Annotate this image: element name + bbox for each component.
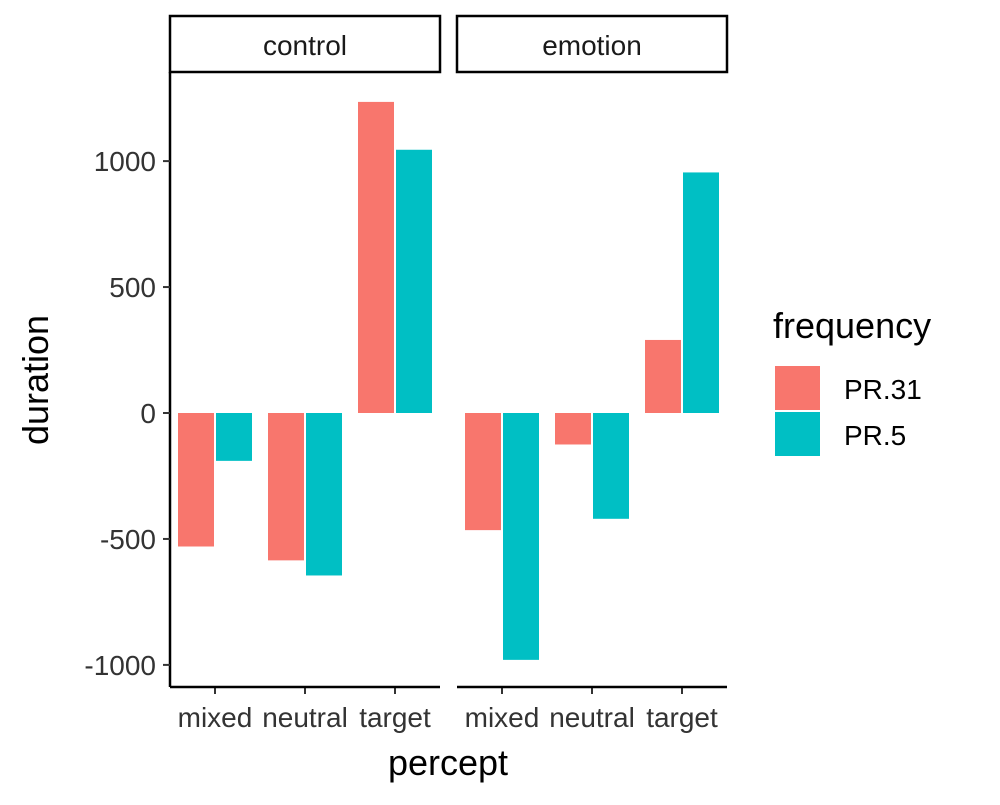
panel-emotion: emotion mixed neutral target [455,14,729,733]
legend-items: PR.31 PR.5 [775,366,922,456]
legend-key-PR5 [775,412,820,456]
bar-control-mixed-PR5 [216,413,252,461]
strip-control [168,14,442,74]
x-tick-label-control-neutral: neutral [262,702,348,733]
x-tick-label-control-target: target [359,702,431,733]
bar-emotion-neutral-PR31 [555,413,591,445]
y-tick-label-500: 500 [109,272,156,303]
panels: control mixed neutral target emotion mixed neu… [168,14,729,733]
x-tick-label-emotion-neutral: neutral [549,702,635,733]
bar-control-target-PR31 [358,101,394,413]
bar-control-neutral-PR31 [268,413,304,561]
x-tick-label-emotion-target: target [646,702,718,733]
bar-emotion-neutral-PR5 [593,413,629,519]
bar-control-neutral-PR5 [306,413,342,576]
legend-key-PR31 [775,366,820,410]
bar-emotion-target-PR5 [683,172,719,413]
legend: frequency PR.31 PR.5 [773,305,931,456]
bar-control-target-PR5 [396,149,432,413]
panel-control: control mixed neutral target [168,14,442,733]
strip-label-emotion: emotion [542,30,642,61]
bar-emotion-mixed-PR31 [465,413,501,531]
y-tick-label-0: 0 [140,398,156,429]
bar-emotion-mixed-PR5 [503,413,539,660]
y-axis: 1000 500 0 -500 -1000 [84,72,172,687]
x-axis-title: percept [388,742,508,783]
legend-title: frequency [773,305,931,346]
x-tick-label-control-mixed: mixed [178,702,253,733]
legend-label-PR31: PR.31 [844,374,922,405]
strip-emotion [455,14,729,74]
strip-label-control: control [263,30,347,61]
y-axis-title: duration [15,315,56,445]
y-tick-label-1000: 1000 [94,146,156,177]
bar-control-mixed-PR31 [178,413,214,547]
bar-emotion-target-PR31 [645,339,681,413]
y-tick-label--500: -500 [100,524,156,555]
legend-label-PR5: PR.5 [844,420,906,451]
y-tick-label--1000: -1000 [84,650,156,681]
x-tick-label-emotion-mixed: mixed [465,702,540,733]
